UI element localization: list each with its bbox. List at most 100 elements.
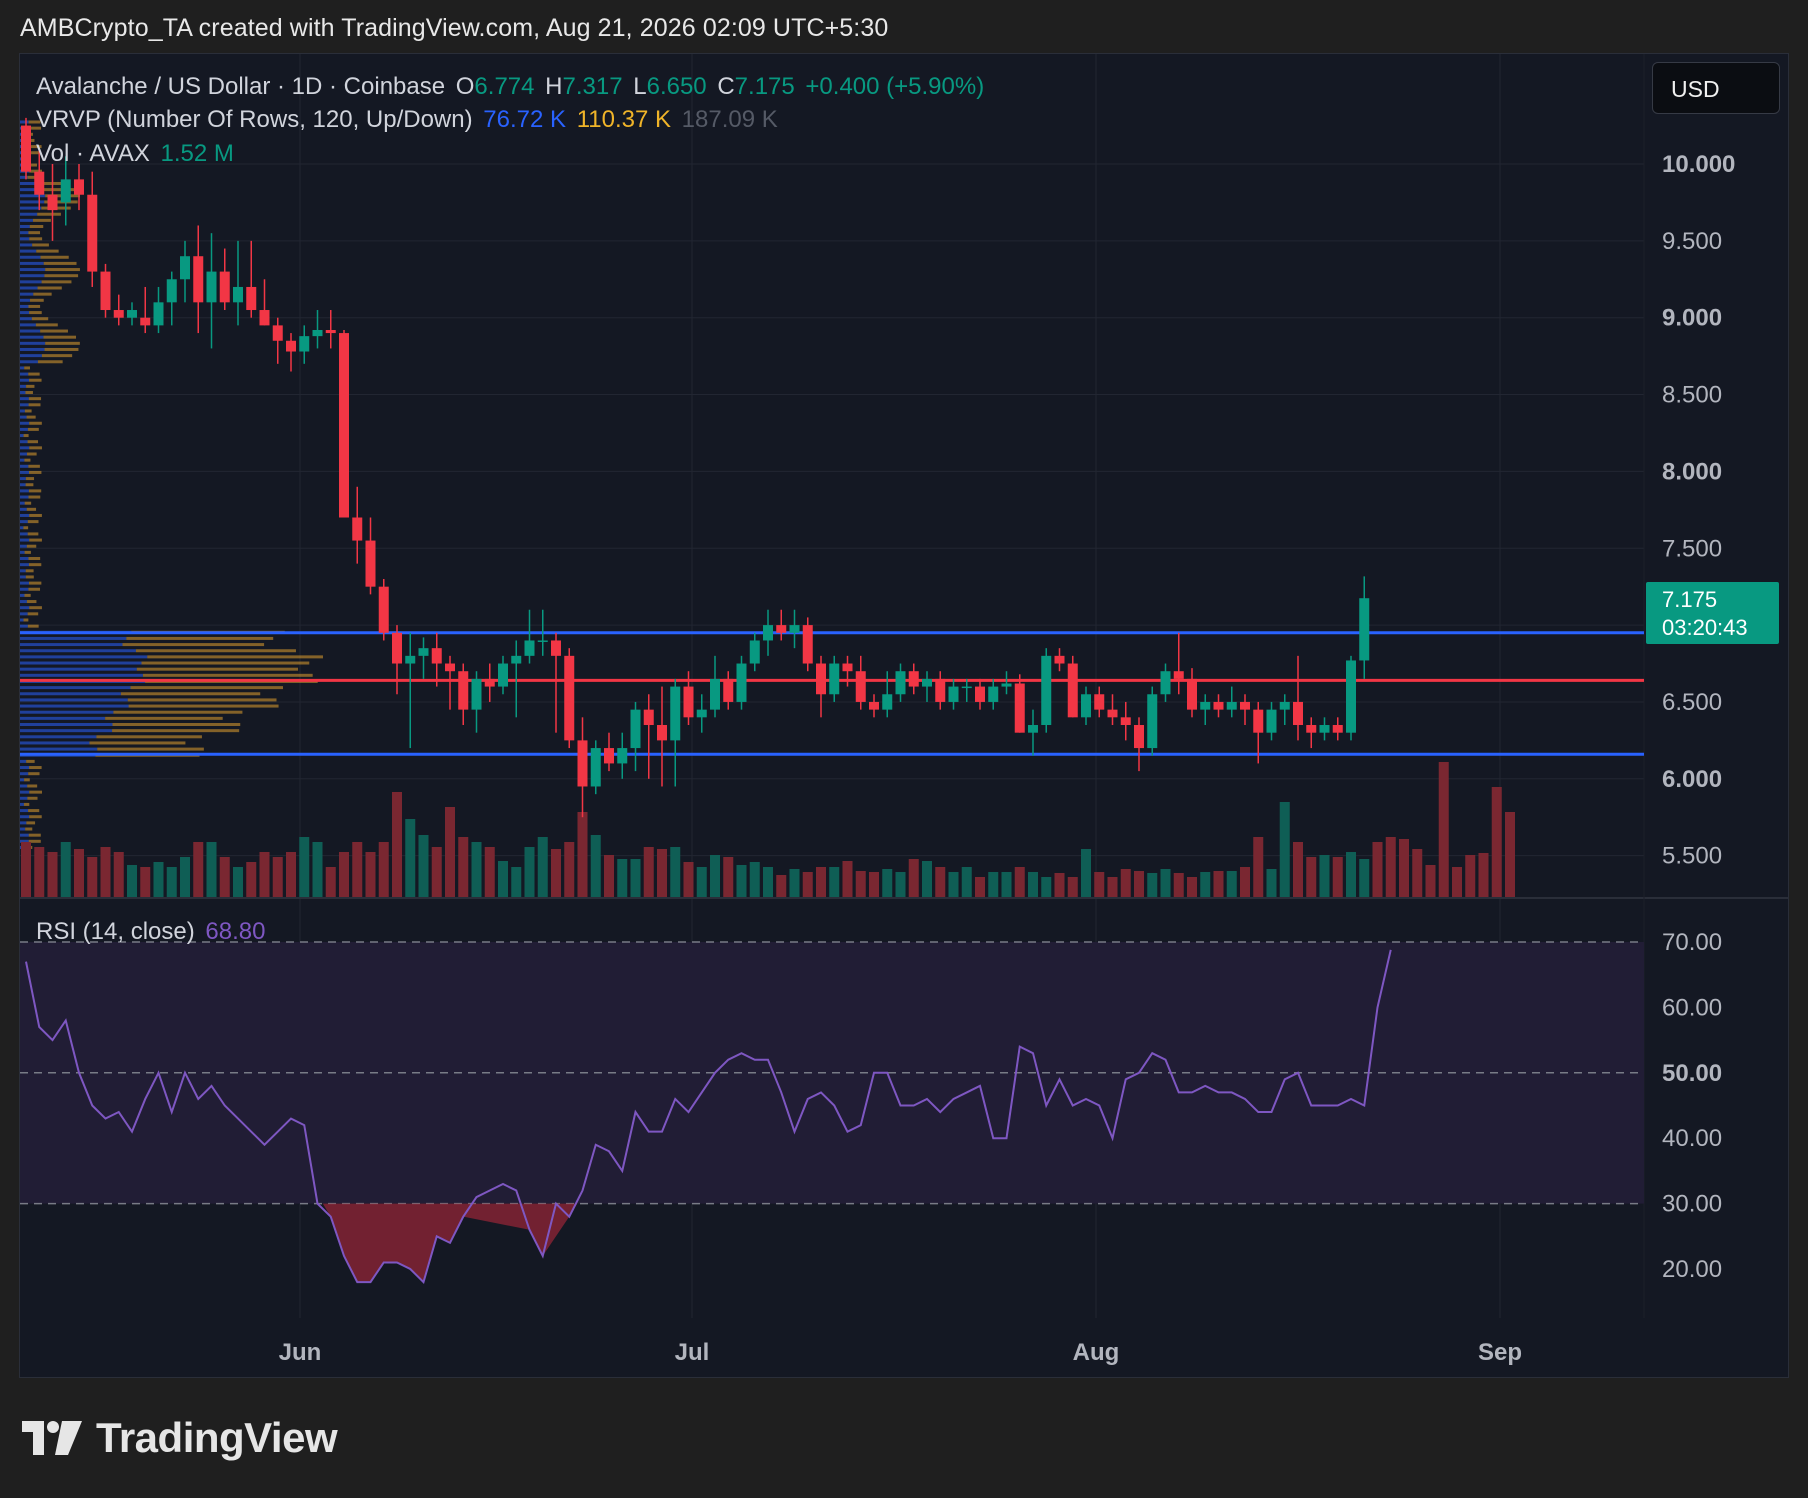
candle-body-18 [259,310,270,326]
volume-bar-83 [1120,869,1131,897]
vp-up-bar-36 [20,624,28,628]
vp-up-bar-53 [20,520,28,524]
volume-bar-66 [895,872,906,897]
vp-up-bar-55 [20,507,27,511]
volume-bar-41 [564,842,575,897]
candle-body-15 [219,271,230,303]
volume-bar-19 [272,857,283,897]
vp-up-bar-98 [20,243,33,247]
vp-down-bar-9 [29,790,42,794]
volume-bar-100 [1346,852,1356,897]
volume-bar-110 [1478,853,1489,897]
candle-body-35 [484,678,495,687]
volume-bar-6 [100,847,111,897]
vp-up-bar-9 [20,790,30,794]
vp-down-bar-113 [28,151,40,155]
vp-down-bar-59 [25,483,34,487]
vp-down-bar-12 [28,772,40,776]
price-tick-label-1: 9.500 [1662,228,1722,255]
volume-value: 1.52 M [160,140,234,167]
brand-name: TradingView [96,1414,338,1461]
vp-down-bar-4 [26,821,36,825]
vp-down-bar-96 [40,255,69,259]
currency-button[interactable]: USD [1652,62,1780,114]
volume-bar-20 [286,852,296,897]
volume-bar-42 [577,812,588,897]
rsi-tick-label-5: 20.00 [1662,1256,1722,1283]
vp-up-bar-45 [20,569,26,573]
vp-up-bar-71 [20,409,25,413]
candle-body-30 [418,648,429,656]
vp-down-bar-10 [27,784,38,788]
vp-up-bar-44 [20,575,26,579]
candle-body-69 [935,678,946,702]
vp-down-bar-25 [120,692,261,696]
candle-body-12 [180,256,190,280]
vp-up-bar-33 [20,643,123,647]
volume-bar-73 [988,872,999,897]
candle-body-25 [352,517,363,541]
candle-body-61 [829,663,840,695]
volume-bar-29 [405,819,416,897]
volume-bar-80 [1081,849,1091,897]
vp-down-bar-86 [31,317,49,321]
vp-down-bar-32 [135,649,296,653]
candle-body-60 [816,663,826,695]
candle-body-17 [246,286,257,311]
vp-down-bar-50 [29,538,42,542]
vp-down-bar-90 [33,292,52,296]
vp-down-bar-7 [23,802,30,806]
volume-bar-82 [1107,877,1118,897]
vp-down-bar-97 [36,249,59,253]
vrvp-label[interactable]: VRVP (Number Of Rows, 120, Up/Down) [36,106,473,133]
vp-up-bar-32 [20,649,136,653]
vp-up-bar-118 [20,120,29,124]
volume-bar-13 [193,842,204,897]
vp-up-bar-62 [20,464,29,468]
rsi-label[interactable]: RSI (14, close) [36,918,195,945]
candle-body-96 [1293,701,1303,726]
vp-up-bar-64 [20,452,27,456]
vp-down-bar-5 [29,815,42,819]
volume-bar-88 [1187,877,1197,897]
vp-down-bar-40 [26,600,37,604]
vp-down-bar-48 [24,550,31,554]
vp-down-bar-99 [29,237,43,241]
volume-legend: Vol · AVAX 1.52 M [36,140,238,168]
vp-down-bar-70 [26,415,36,419]
volume-bar-21 [299,837,310,897]
volume-label[interactable]: Vol · AVAX [36,140,150,167]
candle-body-47 [643,709,654,726]
candle-body-65 [882,694,893,710]
candle-body-72 [975,686,985,702]
volume-bar-62 [842,861,853,897]
volume-bar-69 [935,867,946,897]
volume-bar-77 [1041,877,1052,897]
volume-bar-111 [1491,787,1502,897]
price-tick-label-8: 5.500 [1662,843,1722,870]
candle-body-62 [842,663,853,672]
price-tick-label-7: 6.000 [1662,766,1722,793]
vp-up-bar-92 [20,280,42,284]
candle-body-93 [1253,709,1264,733]
tradingview-logo[interactable]: TradingView [22,1414,338,1462]
volume-bar-84 [1134,871,1144,897]
vp-up-bar-57 [20,495,29,499]
vp-up-bar-2 [20,833,29,837]
vp-down-bar-55 [26,507,37,511]
vp-down-bar-69 [29,421,42,425]
candle-body-29 [405,655,416,664]
vrvp-down-value: 110.37 K [576,106,671,133]
price-tick-label-3: 8.500 [1662,382,1722,409]
symbol-title[interactable]: Avalanche / US Dollar · 1D · Coinbase [36,73,446,100]
chart-attribution: AMBCrypto_TA created with TradingView.co… [20,14,889,42]
candle-body-94 [1266,709,1277,733]
volume-bar-76 [1028,872,1038,897]
price-tick-label-5: 7.500 [1662,535,1722,562]
volume-bar-60 [816,867,826,897]
vp-down-bar-76 [29,378,42,382]
volume-bar-54 [736,865,747,897]
vp-up-bar-83 [20,335,44,339]
vp-down-bar-29 [136,667,299,671]
